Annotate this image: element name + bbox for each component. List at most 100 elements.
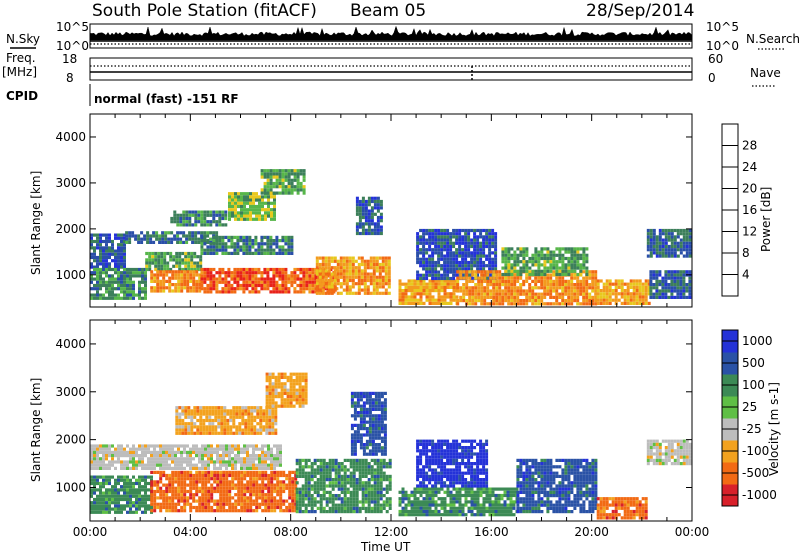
power-cell — [488, 238, 492, 242]
velocity-cell — [168, 502, 172, 506]
power-cell — [227, 274, 231, 278]
power-cell — [576, 295, 580, 299]
power-cell — [522, 279, 526, 283]
power-cell — [318, 275, 322, 279]
velocity-cell — [144, 463, 147, 467]
velocity-cell — [298, 382, 302, 386]
power-cell — [652, 248, 656, 252]
velocity-cell — [183, 499, 187, 503]
velocity-cell — [165, 489, 169, 494]
velocity-cell — [144, 494, 147, 498]
power-cell — [332, 290, 336, 294]
power-cell — [555, 260, 559, 264]
velocity-cell — [129, 466, 132, 470]
power-cell — [218, 277, 222, 281]
power-cell — [345, 259, 349, 263]
velocity-cell — [105, 475, 108, 479]
velocity-cell — [270, 466, 273, 470]
power-cell — [260, 274, 264, 278]
velocity-cell — [283, 398, 287, 402]
velocity-cell — [214, 428, 218, 432]
power-cell — [638, 292, 642, 296]
velocity-cell — [183, 496, 187, 500]
power-cell — [336, 291, 340, 295]
velocity-cell — [141, 457, 144, 461]
power-cell — [314, 274, 318, 278]
velocity-cell — [264, 457, 267, 461]
power-cell — [443, 282, 447, 286]
power-cell — [269, 178, 273, 182]
velocity-cell — [265, 415, 269, 419]
power-cell — [239, 287, 243, 291]
power-cell — [379, 199, 383, 204]
velocity-cell — [159, 509, 163, 513]
velocity-cell — [256, 415, 260, 419]
velocity-cell — [249, 486, 253, 490]
velocity-cell — [102, 454, 105, 458]
power-cell — [401, 295, 405, 299]
power-cell — [160, 261, 164, 265]
noise-sky-trace — [89, 25, 693, 42]
power-cell — [455, 260, 459, 265]
velocity-cell — [261, 457, 264, 461]
velocity-cell — [162, 470, 166, 474]
velocity-cell — [298, 379, 302, 383]
velocity-cell — [192, 486, 196, 490]
power-cell — [591, 302, 595, 306]
power-cell — [96, 271, 99, 275]
velocity-cell — [162, 505, 166, 510]
power-cell — [93, 233, 96, 237]
power-cell — [105, 233, 108, 237]
velocity-cell — [150, 463, 153, 467]
velocity-cell — [240, 496, 244, 500]
power-cell — [434, 228, 438, 233]
power-cell — [236, 287, 240, 291]
power-cell — [333, 282, 337, 286]
velocity-cell — [138, 491, 141, 495]
power-cell — [194, 216, 198, 221]
power-cell — [246, 211, 249, 215]
power-cell — [552, 283, 556, 287]
power-cell — [489, 276, 493, 280]
power-cell — [465, 289, 469, 293]
velocity-cell — [126, 510, 129, 514]
velocity-cell — [147, 450, 150, 454]
power-cell — [243, 195, 246, 199]
velocity-cell — [276, 483, 280, 487]
velocity-cell — [267, 454, 270, 458]
velocity-cell — [177, 444, 180, 448]
velocity-cell — [298, 395, 302, 399]
power-cell — [287, 185, 291, 189]
power-ytick-label: 1000 — [55, 268, 86, 282]
power-cell — [373, 206, 377, 210]
power-cell — [111, 246, 114, 250]
power-cell — [117, 287, 120, 291]
power-cell — [588, 273, 592, 277]
power-cell — [546, 273, 550, 277]
power-cell — [111, 259, 114, 263]
power-cell — [348, 256, 352, 260]
power-cell — [160, 255, 164, 259]
power-cell — [558, 279, 562, 283]
velocity-cell — [256, 412, 260, 416]
power-cell — [477, 286, 481, 290]
power-cell — [670, 254, 674, 258]
velocity-cell — [117, 460, 120, 464]
power-cell — [452, 260, 456, 265]
power-cell — [184, 261, 188, 265]
power-cell — [221, 239, 225, 243]
velocity-cell — [159, 444, 162, 448]
velocity-cell — [99, 475, 102, 479]
velocity-cell — [195, 489, 199, 494]
power-cell — [175, 258, 179, 262]
power-cell — [96, 233, 99, 237]
power-ytick-label: 2000 — [55, 222, 86, 236]
power-cell — [555, 289, 559, 293]
velocity-cell — [261, 509, 265, 513]
power-cell — [372, 291, 376, 295]
velocity-cell — [190, 412, 194, 416]
power-cell — [187, 264, 191, 268]
velocity-cell — [286, 375, 290, 379]
power-cell — [281, 175, 285, 179]
power-cell — [682, 289, 686, 293]
